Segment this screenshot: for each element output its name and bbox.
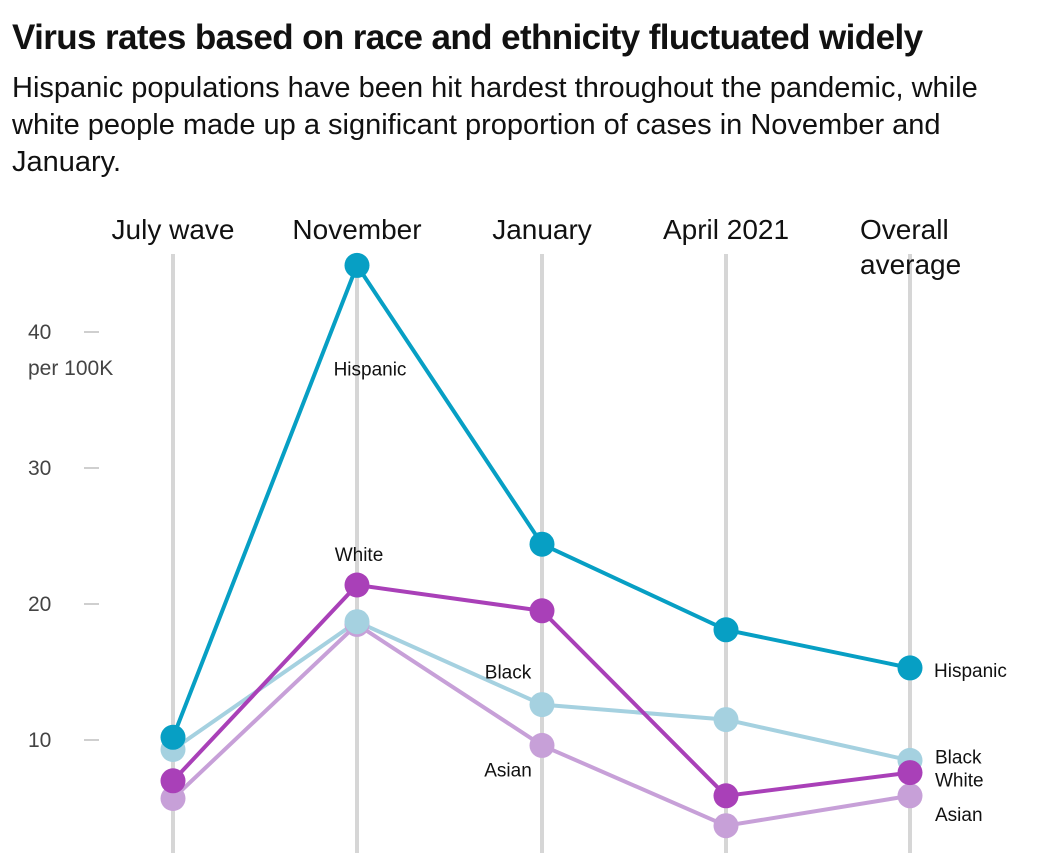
category-label-november: November (292, 214, 421, 245)
point-asian-january (529, 732, 555, 758)
y-tick-label-20: 20 (28, 593, 51, 616)
category-label-january: January (492, 214, 592, 245)
point-white-july-wave (160, 768, 186, 794)
point-asian-overall-average (897, 783, 923, 809)
y-tick-label-30: 30 (28, 457, 51, 480)
y-unit-label: per 100K (28, 357, 113, 380)
point-hispanic-april-2021 (713, 617, 739, 643)
series-annotations: Hispanic White Black Asian Hispanic Black Whit… (334, 359, 1007, 825)
point-hispanic-overall-average (897, 655, 923, 681)
category-labels: July wave November January April 2021 Overal… (112, 214, 962, 280)
point-black-january (529, 692, 555, 718)
category-label-july-wave: July wave (112, 214, 235, 245)
chart-title: Virus rates based on race and ethnicity … (12, 18, 923, 57)
y-tick-label-40: 40 (28, 321, 51, 344)
point-asian-april-2021 (713, 813, 739, 839)
y-axis: 10 20 30 40 per 100K (28, 321, 113, 752)
point-black-november (344, 609, 370, 635)
chart-subtitle: Hispanic populations have been hit harde… (12, 72, 978, 178)
label-hispanic-november: Hispanic (334, 359, 407, 380)
point-hispanic-july-wave (160, 724, 186, 750)
label-asian-overall-average: Asian (935, 805, 983, 826)
label-asian-january: Asian (484, 760, 532, 781)
label-black-overall-average: Black (935, 747, 982, 768)
series-points (160, 252, 923, 839)
point-white-april-2021 (713, 783, 739, 809)
label-black-january: Black (485, 663, 532, 684)
label-hispanic-overall-average: Hispanic (934, 661, 1007, 682)
category-label-april-2021: April 2021 (663, 214, 789, 245)
point-asian-july-wave (160, 786, 186, 811)
point-black-april-2021 (713, 707, 739, 733)
point-white-january (529, 598, 555, 624)
label-white-overall-average: White (935, 771, 984, 792)
point-white-overall-average (897, 760, 923, 786)
y-tick-label-10: 10 (28, 729, 51, 752)
point-hispanic-november (344, 252, 370, 278)
category-label-overall-average: Overall average (860, 214, 961, 280)
point-hispanic-january (529, 531, 555, 557)
label-white-november: White (335, 545, 384, 566)
point-white-november (344, 572, 370, 598)
